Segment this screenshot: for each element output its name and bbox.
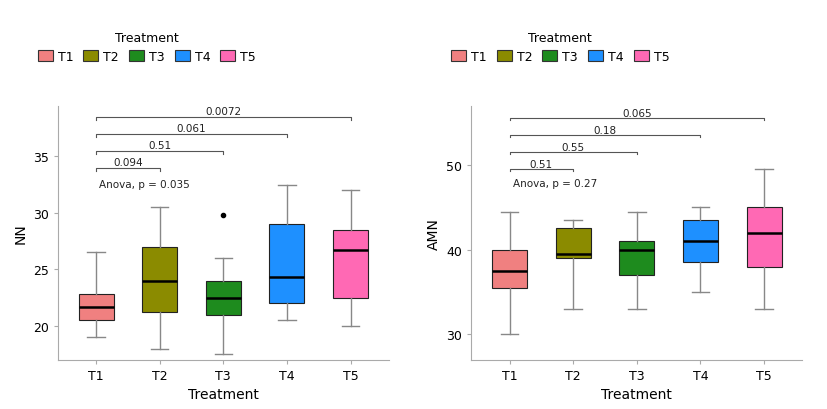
Text: 0.51: 0.51: [530, 160, 553, 169]
Text: Anova, p = 0.27: Anova, p = 0.27: [513, 178, 597, 188]
Y-axis label: NN: NN: [13, 223, 27, 243]
X-axis label: Treatment: Treatment: [188, 387, 259, 401]
PathPatch shape: [556, 229, 590, 258]
Text: 0.51: 0.51: [148, 141, 171, 151]
Text: 0.0072: 0.0072: [205, 107, 241, 117]
Text: Anova, p = 0.035: Anova, p = 0.035: [99, 180, 190, 190]
Text: 0.18: 0.18: [594, 126, 617, 135]
Legend: T1, T2, T3, T4, T5: T1, T2, T3, T4, T5: [38, 31, 256, 64]
PathPatch shape: [683, 220, 718, 263]
PathPatch shape: [270, 225, 304, 303]
Text: 0.55: 0.55: [562, 142, 585, 153]
Text: 0.065: 0.065: [622, 109, 652, 119]
PathPatch shape: [747, 208, 782, 267]
Legend: T1, T2, T3, T4, T5: T1, T2, T3, T4, T5: [452, 31, 669, 64]
PathPatch shape: [79, 294, 113, 321]
PathPatch shape: [492, 250, 527, 288]
PathPatch shape: [206, 281, 241, 315]
Text: 0.061: 0.061: [177, 124, 206, 134]
Text: 0.094: 0.094: [113, 158, 143, 168]
PathPatch shape: [142, 247, 177, 312]
PathPatch shape: [333, 230, 368, 298]
X-axis label: Treatment: Treatment: [601, 387, 672, 401]
PathPatch shape: [619, 242, 654, 275]
Y-axis label: AMN: AMN: [427, 217, 441, 249]
